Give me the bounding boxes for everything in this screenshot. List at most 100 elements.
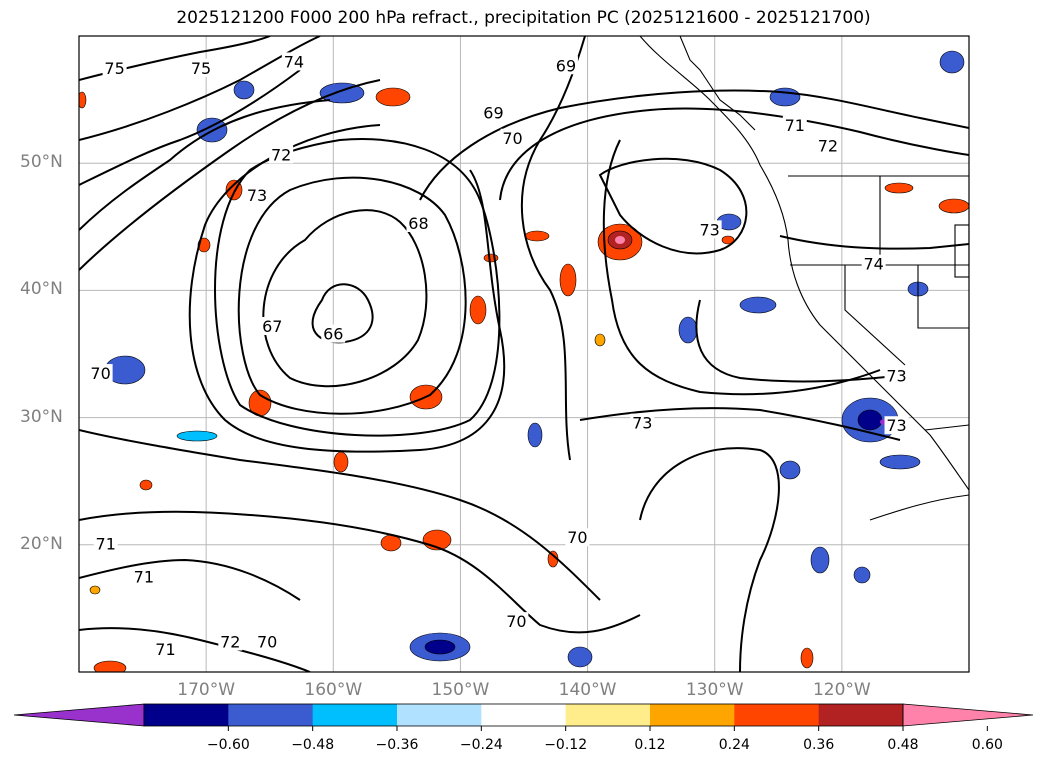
colorbar-segment — [565, 704, 651, 726]
contour-label: 73 — [632, 414, 652, 433]
contour-label: 75 — [104, 59, 124, 78]
precip-patch — [721, 235, 735, 245]
colorbar-segment — [144, 704, 229, 726]
state-border — [954, 224, 969, 278]
contour-label-background — [500, 128, 525, 147]
contour-label-background — [406, 213, 431, 232]
contour-label: 69 — [483, 103, 503, 122]
contour-label-background — [255, 632, 280, 651]
colorbar-segment — [312, 704, 398, 726]
colorbar-tick-label: −0.60 — [206, 737, 250, 753]
contour-label: 70 — [257, 632, 277, 651]
alaska-coast — [679, 36, 756, 131]
precip-patch — [853, 566, 871, 584]
colorbar-tick-label: 0.48 — [887, 737, 919, 753]
contour-label-background — [861, 254, 886, 273]
precip-patch — [597, 223, 643, 261]
colorbar-segment — [818, 704, 904, 726]
contour-label: 73 — [886, 367, 906, 386]
precip-patch — [233, 80, 255, 100]
precip-patch — [884, 182, 914, 194]
precip-patch — [739, 296, 777, 314]
state-border — [917, 265, 969, 329]
precip-patch — [527, 422, 543, 448]
contour-70c — [520, 36, 586, 461]
precip-patch — [939, 50, 965, 74]
contour-label: 73 — [247, 186, 267, 205]
colorbar-tick-label: −0.12 — [544, 737, 588, 753]
precip-patch — [79, 91, 87, 109]
contour-71c — [79, 558, 301, 601]
contour-label: 72 — [271, 145, 291, 164]
contour-66 — [311, 283, 374, 344]
latitude-label: 50°N — [20, 152, 63, 173]
precip-patch — [810, 546, 830, 574]
map-frame — [78, 35, 970, 673]
latitude-label: 40°N — [20, 279, 63, 300]
colorbar-tick-label: 0.12 — [634, 737, 666, 753]
contour-label: 73 — [886, 416, 906, 435]
contour-73a — [79, 69, 301, 186]
latitude-label: 20°N — [20, 533, 63, 554]
contour-label-background — [218, 632, 243, 651]
contour-label-background — [260, 317, 285, 336]
contour-label-background — [815, 136, 840, 155]
colorbar-frame — [143, 703, 904, 727]
colorbar-segment — [228, 704, 314, 726]
contour-label-background — [281, 52, 306, 71]
contour-73d — [598, 157, 748, 255]
colorbar-segment — [481, 704, 567, 726]
contour-label-background — [504, 612, 529, 631]
colorbar-extend-high — [902, 703, 1034, 727]
precip-patch — [779, 460, 801, 480]
colorbar-tick-label: 0.60 — [971, 737, 1003, 753]
contour-label-background — [321, 324, 346, 343]
latitude-label: 30°N — [20, 406, 63, 427]
precip-patch — [559, 263, 577, 297]
contour-label: 71 — [155, 640, 175, 659]
contour-68 — [237, 176, 467, 415]
contour-69b — [419, 89, 969, 201]
contour-69a — [214, 138, 501, 437]
precip-patch — [594, 333, 606, 347]
mexico-coast — [869, 494, 969, 521]
contour-label: 70 — [90, 364, 110, 383]
colorbar-segment — [650, 704, 735, 726]
contour-label: 72 — [220, 632, 240, 651]
contour-label-background — [565, 528, 590, 547]
precip-patch — [333, 451, 349, 473]
contour-72a — [79, 79, 381, 271]
colorbar-segment — [734, 704, 820, 726]
contour-label: 74 — [863, 255, 883, 274]
precip-patch — [524, 230, 550, 242]
contour-label-background — [88, 364, 113, 383]
precip-patch — [567, 646, 593, 668]
contour-label-background — [630, 413, 655, 432]
precip-patch — [319, 82, 365, 104]
contour-label-background — [131, 567, 156, 586]
contour-label-background — [697, 220, 722, 239]
contour-71d — [79, 627, 311, 672]
north-america-coast — [639, 36, 969, 491]
contour-label: 71 — [134, 568, 154, 587]
contour-label-background — [884, 366, 909, 385]
contour-71a — [79, 99, 331, 231]
contour-70d — [79, 510, 641, 634]
contour-label: 70 — [502, 129, 522, 148]
contour-label: 67 — [262, 317, 282, 336]
longitude-label: 130°W — [685, 680, 744, 700]
colorbar-tick-label: −0.48 — [291, 737, 335, 753]
contour-label-background — [782, 116, 807, 135]
contour-label-background — [553, 56, 578, 75]
colorbar-segment — [397, 704, 482, 726]
contour-label-background — [102, 58, 127, 77]
colorbar-extend-low — [13, 703, 145, 727]
contour-label-background — [93, 534, 118, 553]
contour-label: 71 — [96, 535, 116, 554]
colorbar-tick-label: 0.24 — [718, 737, 750, 753]
longitude-label: 170°W — [177, 680, 236, 700]
precip-patch — [375, 87, 411, 107]
longitude-label: 120°W — [812, 680, 871, 700]
us-mexico-border — [924, 424, 969, 431]
